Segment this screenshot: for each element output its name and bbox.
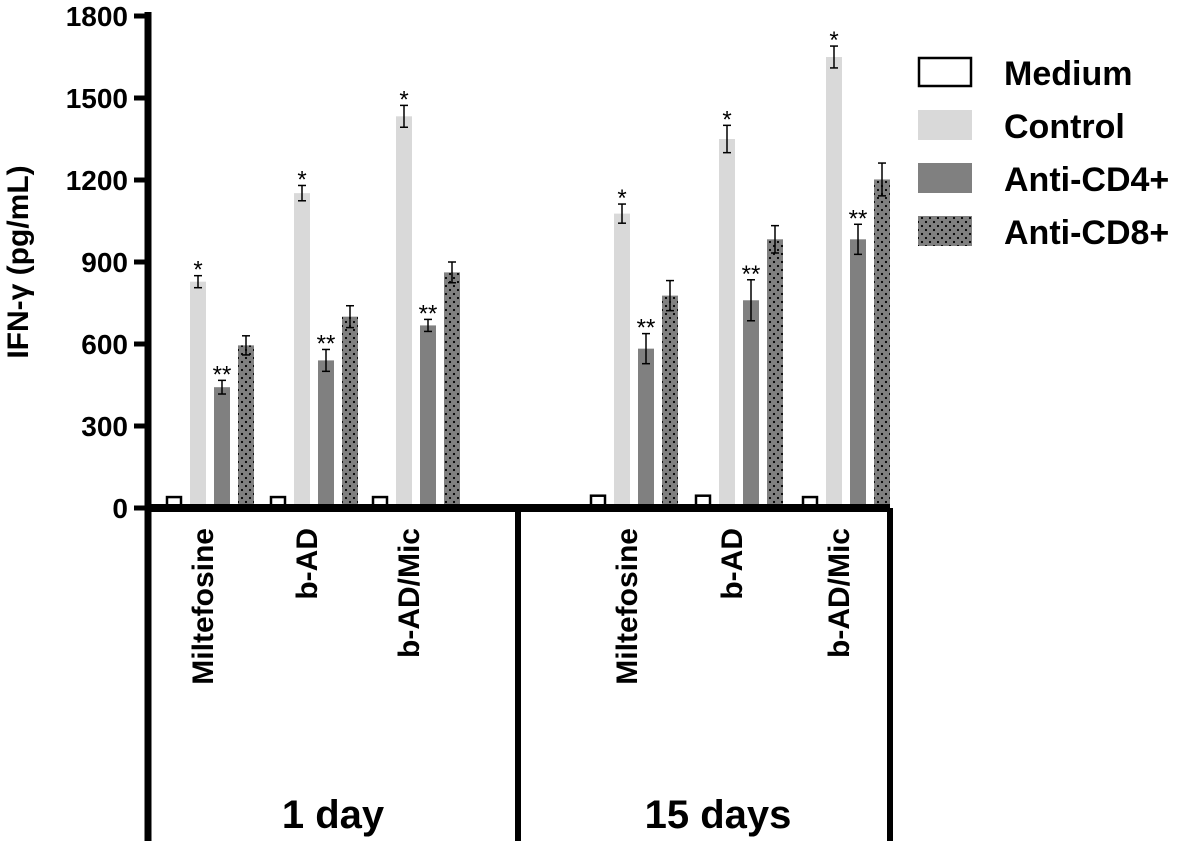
y-axis-label: IFN-γ (pg/mL) — [2, 165, 35, 358]
bar — [826, 57, 842, 508]
bar — [420, 325, 436, 508]
legend-label: Medium — [1004, 55, 1132, 93]
y-tick-label: 900 — [81, 247, 128, 278]
category-label: b-AD — [291, 528, 324, 600]
significance-mark: * — [399, 86, 408, 113]
bar — [874, 179, 890, 508]
category-label: b-AD — [716, 528, 749, 600]
legend-swatch — [917, 56, 973, 88]
significance-mark: ** — [742, 261, 761, 288]
bar — [662, 295, 678, 508]
bar — [767, 239, 783, 508]
category-label: b-AD/Mic — [393, 528, 426, 658]
significance-mark: * — [193, 257, 202, 284]
y-tick-label: 0 — [112, 493, 128, 524]
significance-mark: * — [617, 185, 626, 212]
significance-mark: * — [829, 27, 838, 54]
significance-mark: * — [722, 106, 731, 133]
y-tick-label: 600 — [81, 329, 128, 360]
category-label: Miltefosine — [611, 528, 644, 685]
significance-mark: ** — [213, 361, 232, 388]
bar — [850, 239, 866, 508]
significance-mark: ** — [419, 300, 438, 327]
bar — [614, 213, 630, 508]
significance-mark: ** — [637, 315, 656, 342]
significance-mark: ** — [849, 205, 868, 232]
group-label: 1 day — [282, 793, 385, 837]
x-axis: Miltefosine b-AD b-AD/Mic 1 day Miltefosine b… — [148, 504, 893, 841]
y-axis: 0 300 600 900 1200 1500 1800 — [66, 1, 152, 841]
group-label: 15 days — [645, 793, 792, 837]
bar — [214, 387, 230, 508]
significance-mark: * — [297, 166, 306, 193]
significance-mark: ** — [317, 330, 336, 357]
category-label: Miltefosine — [187, 528, 220, 685]
legend-swatch — [918, 110, 972, 140]
legend: Medium Control Anti-CD4+ Anti-CD8+ — [917, 55, 1169, 252]
bar — [444, 272, 460, 508]
bars: ****************** — [165, 27, 890, 510]
y-tick-label: 1200 — [66, 165, 128, 196]
bar — [743, 300, 759, 508]
legend-label: Control — [1004, 108, 1125, 146]
bar — [342, 316, 358, 508]
bar — [190, 281, 206, 508]
legend-swatch — [918, 216, 972, 246]
legend-label: Anti-CD4+ — [1004, 161, 1169, 199]
legend-swatch — [918, 163, 972, 193]
bar — [238, 345, 254, 508]
bar — [294, 193, 310, 508]
y-tick-label: 300 — [81, 411, 128, 442]
legend-label: Anti-CD8+ — [1004, 214, 1169, 252]
bar — [396, 116, 412, 509]
y-tick-label: 1500 — [66, 83, 128, 114]
y-tick-label: 1800 — [66, 1, 128, 32]
category-label: b-AD/Mic — [823, 528, 856, 658]
bar — [318, 360, 334, 508]
bar — [719, 139, 735, 508]
bar — [638, 348, 654, 508]
